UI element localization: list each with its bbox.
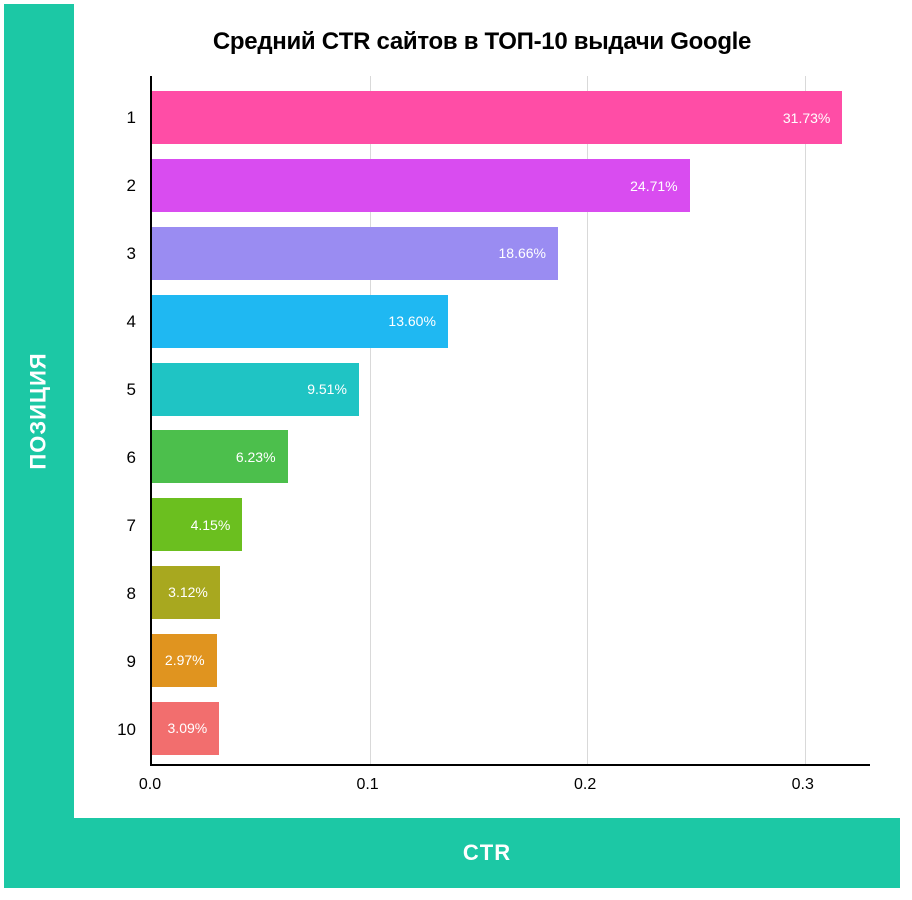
bar: 18.66%	[152, 227, 558, 280]
bar-value-label: 9.51%	[307, 381, 347, 397]
chart-title: Средний CTR сайтов в ТОП-10 выдачи Googl…	[94, 28, 870, 56]
x-tick-label: 0.1	[356, 776, 378, 794]
y-tick-label: 3	[94, 220, 150, 288]
y-tick-labels: 12345678910	[94, 76, 150, 766]
chart-frame: ПОЗИЦИЯ CTR Средний CTR сайтов в ТОП-10 …	[4, 4, 900, 888]
bar-slot: 24.71%	[152, 152, 870, 220]
y-tick-label: 4	[94, 288, 150, 356]
bar-value-label: 4.15%	[191, 517, 231, 533]
x-tick-label: 0.3	[792, 776, 814, 794]
bar: 13.60%	[152, 295, 448, 348]
bar-slot: 6.23%	[152, 423, 870, 491]
x-tick-label: 0.0	[139, 776, 161, 794]
bar-slot: 18.66%	[152, 220, 870, 288]
bar: 24.71%	[152, 159, 690, 212]
y-tick-label: 1	[94, 84, 150, 152]
y-tick-label: 7	[94, 492, 150, 560]
bar: 2.97%	[152, 634, 217, 687]
bar-slot: 2.97%	[152, 626, 870, 694]
bar: 4.15%	[152, 498, 242, 551]
plot-area: 31.73% 24.71% 18.66% 13.60% 9.51% 6.23% 4.15% 3…	[150, 76, 870, 766]
bar: 31.73%	[152, 91, 842, 144]
y-axis-title-text: ПОЗИЦИЯ	[26, 352, 52, 469]
bar-slot: 13.60%	[152, 287, 870, 355]
bar-value-label: 3.09%	[168, 720, 208, 736]
viewport: ПОЗИЦИЯ CTR Средний CTR сайтов в ТОП-10 …	[0, 0, 912, 900]
bar-slot: 3.12%	[152, 559, 870, 627]
x-axis-title-text: CTR	[463, 840, 511, 866]
x-tick-labels: 0.00.10.20.3	[150, 766, 870, 804]
bar: 9.51%	[152, 363, 359, 416]
y-tick-label: 8	[94, 560, 150, 628]
bar-value-label: 24.71%	[630, 178, 677, 194]
bar-slot: 3.09%	[152, 694, 870, 762]
bar-value-label: 2.97%	[165, 652, 205, 668]
x-axis-title: CTR	[74, 818, 900, 888]
bar-value-label: 3.12%	[168, 584, 208, 600]
y-tick-label: 5	[94, 356, 150, 424]
y-axis-title: ПОЗИЦИЯ	[4, 4, 74, 818]
bar: 3.09%	[152, 702, 219, 755]
bar: 6.23%	[152, 430, 288, 483]
bars-container: 31.73% 24.71% 18.66% 13.60% 9.51% 6.23% 4.15% 3…	[152, 76, 870, 764]
chart-content: Средний CTR сайтов в ТОП-10 выдачи Googl…	[74, 4, 900, 818]
bar-value-label: 18.66%	[499, 245, 546, 261]
bar-value-label: 13.60%	[388, 313, 435, 329]
bar: 3.12%	[152, 566, 220, 619]
x-tick-label: 0.2	[574, 776, 596, 794]
bar-slot: 9.51%	[152, 355, 870, 423]
bar-value-label: 6.23%	[236, 449, 276, 465]
y-tick-label: 6	[94, 424, 150, 492]
bar-slot: 31.73%	[152, 84, 870, 152]
bar-slot: 4.15%	[152, 491, 870, 559]
bar-value-label: 31.73%	[783, 110, 830, 126]
y-tick-label: 10	[94, 696, 150, 764]
y-tick-label: 9	[94, 628, 150, 696]
y-tick-label: 2	[94, 152, 150, 220]
plot-row: 12345678910 31.73% 24.71% 18.66% 13.60% 9.51…	[94, 76, 870, 766]
